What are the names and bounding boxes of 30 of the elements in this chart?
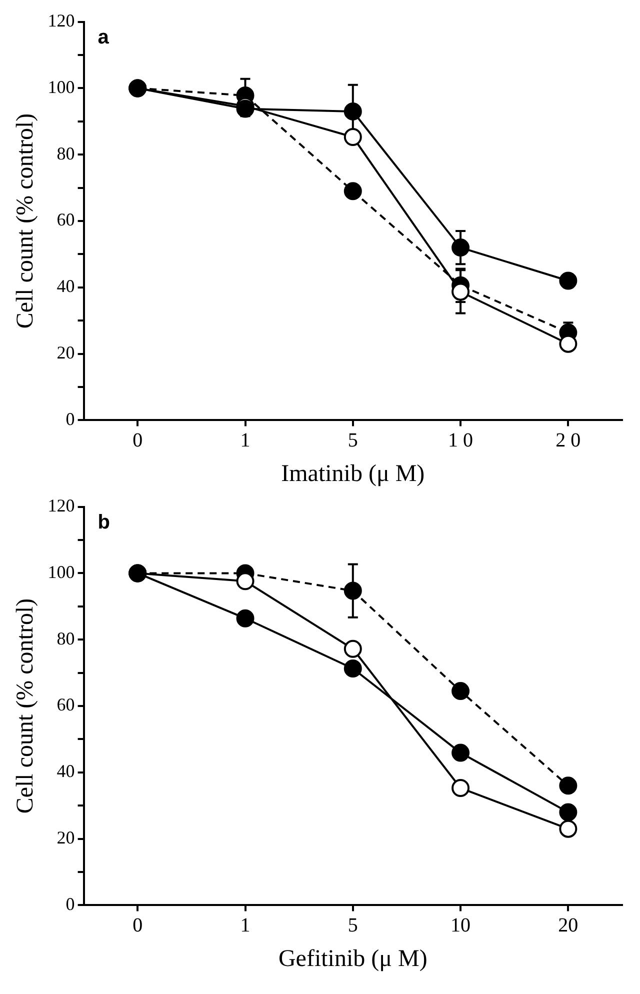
y-tick-label: 60 bbox=[56, 210, 75, 230]
y-tick-label: 40 bbox=[56, 276, 75, 296]
y-tick-label: 120 bbox=[48, 10, 75, 31]
x-tick-label: 0 bbox=[132, 914, 143, 936]
annotation: a bbox=[98, 26, 110, 48]
y-tick-label: 80 bbox=[56, 628, 75, 648]
annotation: b bbox=[98, 511, 110, 534]
y-tick-label: 40 bbox=[56, 761, 75, 782]
x-tick-label: 0 bbox=[132, 429, 143, 452]
x-tick-label: 1 bbox=[240, 914, 250, 936]
y-tick-label: 0 bbox=[66, 408, 75, 429]
y-tick-label: 100 bbox=[48, 76, 75, 97]
y-tick-label: 20 bbox=[56, 342, 75, 363]
y-tick-label: 80 bbox=[56, 143, 75, 164]
y-tick-label: 120 bbox=[48, 496, 75, 516]
y-tick-label: 60 bbox=[56, 694, 75, 715]
y-tick-label: 100 bbox=[48, 562, 75, 582]
x-axis-title: Gefitinib (μ M) bbox=[278, 946, 428, 972]
y-axis-title: Cell count (% control) bbox=[12, 113, 39, 329]
x-tick-label: 10 bbox=[450, 914, 471, 936]
y-tick-label: 0 bbox=[66, 894, 75, 914]
x-tick-label: 1 bbox=[240, 429, 250, 452]
x-tick-label: 1 0 bbox=[448, 429, 474, 452]
x-tick-label: 2 0 bbox=[556, 429, 581, 452]
x-tick-label: 5 bbox=[348, 429, 358, 452]
x-axis-title: Imatinib (μ M) bbox=[281, 460, 425, 487]
y-axis-title: Cell count (% control) bbox=[12, 598, 39, 814]
y-tick-label: 20 bbox=[56, 828, 75, 848]
x-tick-label: 5 bbox=[348, 914, 358, 936]
x-tick-label: 20 bbox=[558, 914, 578, 936]
